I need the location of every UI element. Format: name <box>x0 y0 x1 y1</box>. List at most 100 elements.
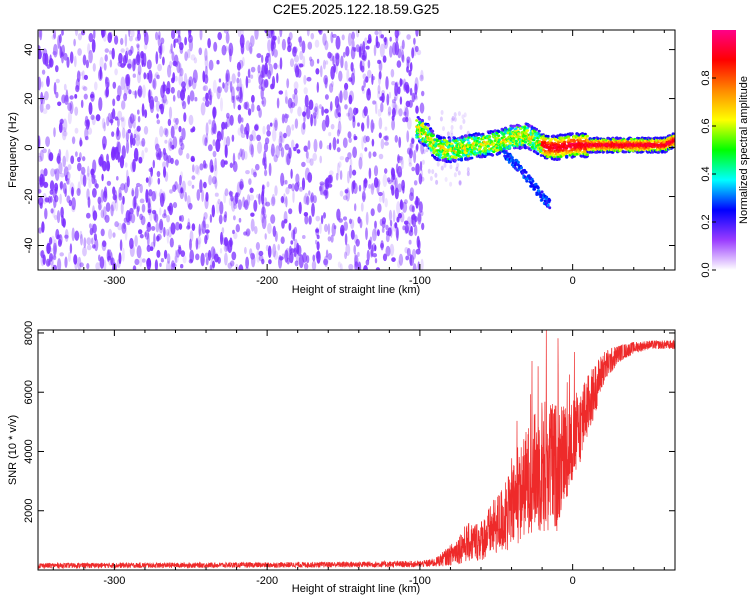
noise-speck <box>117 118 120 127</box>
noise-speck <box>217 256 221 264</box>
noise-speck <box>106 180 112 186</box>
noise-speck <box>342 51 346 58</box>
noise-speck <box>383 135 388 141</box>
noise-speck <box>291 124 295 131</box>
noise-speck <box>166 154 169 168</box>
noise-speck <box>203 85 209 92</box>
noise-speck <box>151 209 157 215</box>
noise-speck <box>171 30 176 40</box>
noise-speck <box>389 243 395 256</box>
noise-speck <box>135 131 141 141</box>
noise-speck <box>414 83 418 95</box>
noise-speck <box>156 235 160 242</box>
noise-speck <box>178 244 181 249</box>
noise-speck <box>327 51 332 59</box>
noise-speck <box>236 61 242 71</box>
noise-speck <box>440 110 444 115</box>
noise-speck <box>166 253 171 264</box>
signal-cell <box>429 148 433 152</box>
noise-speck <box>100 209 105 219</box>
noise-speck <box>278 64 282 69</box>
noise-speck <box>209 214 213 223</box>
noise-speck <box>276 72 279 84</box>
noise-speck <box>394 41 399 56</box>
signal-cell <box>482 140 486 144</box>
noise-speck <box>38 135 41 149</box>
noise-speck <box>99 256 105 269</box>
noise-speck <box>92 205 95 217</box>
noise-speck <box>283 193 286 205</box>
signal-cell <box>570 132 574 136</box>
noise-speck <box>367 239 372 250</box>
noise-speck <box>188 38 193 52</box>
noise-speck <box>378 132 382 139</box>
noise-speck <box>184 51 188 62</box>
noise-speck <box>378 191 383 197</box>
spectrogram-x-axis: -300 -200 -100 0 <box>52 30 665 287</box>
noise-speck <box>38 189 42 194</box>
noise-speck <box>114 190 118 204</box>
noise-speck <box>141 149 145 160</box>
noise-speck <box>86 244 92 251</box>
noise-speck <box>349 76 354 84</box>
noise-speck <box>177 34 182 45</box>
noise-speck <box>205 223 210 229</box>
noise-speck <box>122 127 126 139</box>
noise-speck <box>180 171 184 179</box>
signal-cell <box>563 140 567 144</box>
noise-speck <box>343 221 348 232</box>
noise-speck <box>98 200 103 210</box>
noise-speck <box>172 136 178 149</box>
noise-speck <box>93 30 96 40</box>
noise-speck <box>354 252 357 266</box>
noise-speck <box>346 112 351 117</box>
noise-speck <box>330 66 335 80</box>
noise-speck <box>139 183 143 194</box>
noise-speck <box>174 75 178 82</box>
noise-speck <box>132 137 136 146</box>
signal-cell <box>420 118 424 122</box>
noise-speck <box>161 192 166 204</box>
noise-speck <box>280 196 285 204</box>
noise-speck <box>372 122 376 130</box>
noise-speck <box>400 156 404 165</box>
noise-speck <box>351 31 355 40</box>
noise-speck <box>223 243 229 253</box>
noise-speck <box>261 215 267 230</box>
noise-speck <box>272 35 277 41</box>
noise-speck <box>134 129 137 135</box>
noise-speck <box>399 96 403 105</box>
noise-speck <box>88 49 93 64</box>
noise-speck <box>133 133 137 139</box>
noise-speck <box>170 157 174 165</box>
noise-speck <box>157 34 161 47</box>
noise-speck <box>63 83 67 91</box>
noise-speck <box>372 100 376 105</box>
noise-speck <box>60 206 64 219</box>
noise-speck <box>293 88 298 95</box>
noise-speck <box>67 110 72 125</box>
noise-speck <box>128 89 132 95</box>
noise-speck <box>328 132 332 137</box>
noise-speck <box>186 195 191 208</box>
noise-speck <box>256 104 261 112</box>
noise-speck <box>420 258 424 270</box>
noise-speck <box>73 38 76 47</box>
noise-speck <box>63 52 68 61</box>
noise-speck <box>373 44 377 57</box>
noise-speck <box>49 253 53 262</box>
noise-speck <box>375 35 379 47</box>
noise-speck <box>83 74 88 80</box>
noise-speck <box>359 43 363 55</box>
noise-speck <box>64 234 69 239</box>
colorbar-axis: 0.0 0.2 0.4 0.6 0.8 <box>700 70 716 278</box>
noise-speck <box>415 30 419 37</box>
noise-speck <box>237 199 242 211</box>
noise-speck <box>344 233 348 246</box>
signal-cell <box>567 137 571 141</box>
noise-speck <box>273 49 278 58</box>
noise-speck <box>279 256 284 261</box>
noise-speck <box>181 99 185 107</box>
noise-speck <box>240 184 244 189</box>
